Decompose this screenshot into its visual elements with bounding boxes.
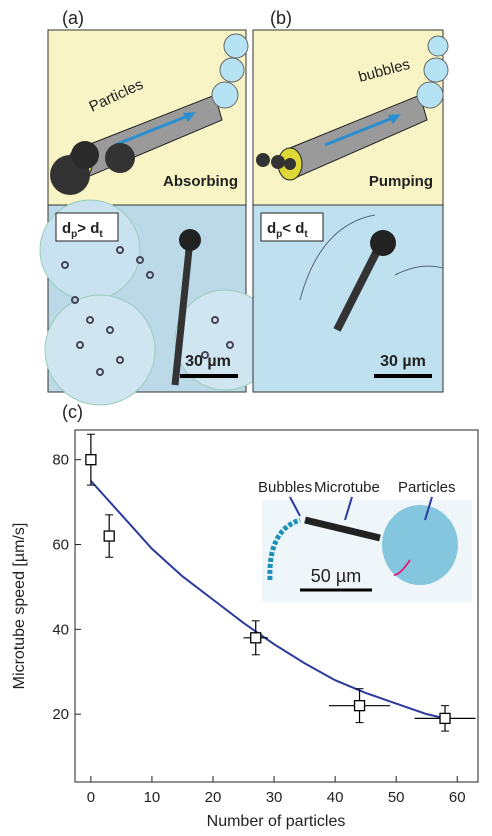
y-tick-label: 20 bbox=[52, 706, 69, 723]
bubble-dark bbox=[179, 229, 201, 251]
x-axis-label: Number of particles bbox=[207, 813, 346, 830]
scale-bar bbox=[374, 374, 432, 378]
x-tick-label: 10 bbox=[144, 789, 161, 806]
bubble-dark bbox=[370, 230, 396, 256]
x-tick-label: 20 bbox=[205, 789, 222, 806]
y-tick-label: 80 bbox=[52, 452, 69, 469]
arrow-head bbox=[388, 114, 401, 124]
condition-box bbox=[55, 212, 119, 242]
arrow bbox=[324, 115, 396, 147]
panel-label: (c) bbox=[62, 402, 83, 422]
condition: dp> dt bbox=[62, 220, 103, 240]
subscript: t bbox=[304, 229, 308, 240]
point bbox=[103, 530, 115, 542]
symbol: d bbox=[267, 220, 276, 237]
bubble bbox=[219, 57, 245, 83]
microtube bbox=[171, 239, 194, 386]
scale-label: 30 µm bbox=[380, 353, 426, 370]
point bbox=[250, 632, 262, 644]
x-tick-label: 60 bbox=[449, 789, 466, 806]
particle bbox=[271, 155, 285, 169]
symbol: d bbox=[62, 220, 71, 237]
condition: dp< dt bbox=[267, 220, 308, 240]
symbol: < d bbox=[282, 220, 304, 237]
x-tick-label: 40 bbox=[327, 789, 344, 806]
symbol: > d bbox=[77, 220, 99, 237]
inset: Bubbles Microtube Particles 50 µm bbox=[258, 479, 472, 602]
x-tick-label: 0 bbox=[87, 789, 95, 806]
subscript: p bbox=[71, 229, 77, 240]
y-tick-label: 40 bbox=[52, 621, 69, 638]
point bbox=[85, 454, 97, 466]
mode-label: Absorbing bbox=[163, 173, 238, 190]
bubble bbox=[211, 81, 239, 109]
plot-frame bbox=[74, 429, 479, 783]
microtube bbox=[304, 516, 381, 542]
panel-label: (a) bbox=[62, 8, 84, 28]
scale-label: 30 µm bbox=[185, 353, 231, 370]
rotation-arrow bbox=[393, 559, 411, 576]
pointer bbox=[289, 496, 301, 517]
panel-label: (b) bbox=[270, 8, 292, 28]
mode-label: Pumping bbox=[369, 173, 433, 190]
pointer bbox=[344, 496, 353, 521]
particle-cluster bbox=[382, 505, 458, 585]
y-tick-label: 60 bbox=[52, 537, 69, 554]
bubble bbox=[223, 33, 249, 59]
bubble bbox=[423, 57, 449, 83]
scale-label: 50 µm bbox=[311, 566, 361, 586]
subscript: t bbox=[99, 229, 103, 240]
arrow-head bbox=[183, 112, 196, 122]
bubble-outline bbox=[299, 214, 376, 301]
bubble bbox=[416, 81, 444, 109]
bubble bbox=[427, 35, 449, 57]
bubble-chain bbox=[267, 517, 301, 581]
arrow bbox=[114, 113, 191, 147]
particle bbox=[71, 141, 99, 169]
particle bbox=[105, 143, 135, 173]
x-tick-label: 30 bbox=[266, 789, 283, 806]
scale-bar bbox=[180, 374, 238, 378]
bubble-outline bbox=[44, 294, 156, 406]
subscript: p bbox=[276, 229, 282, 240]
microtube bbox=[333, 243, 384, 332]
bubble-outline bbox=[394, 265, 444, 276]
inset-label: Particles bbox=[398, 479, 456, 496]
particle bbox=[284, 158, 296, 170]
particle bbox=[256, 153, 270, 167]
x-tick-label: 50 bbox=[388, 789, 405, 806]
inset-label: Microtube bbox=[314, 479, 380, 496]
inset-label: Bubbles bbox=[258, 479, 312, 496]
point bbox=[439, 712, 451, 725]
fit-line bbox=[90, 480, 446, 720]
condition-box bbox=[260, 212, 324, 242]
y-axis-label: Microtube speed [µm/s] bbox=[11, 523, 28, 690]
point bbox=[353, 700, 366, 712]
particles bbox=[61, 246, 234, 376]
pointer bbox=[424, 496, 433, 521]
